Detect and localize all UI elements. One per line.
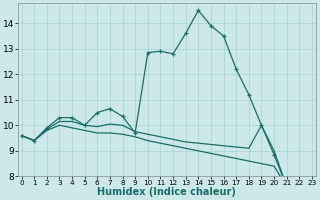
X-axis label: Humidex (Indice chaleur): Humidex (Indice chaleur) bbox=[97, 187, 236, 197]
